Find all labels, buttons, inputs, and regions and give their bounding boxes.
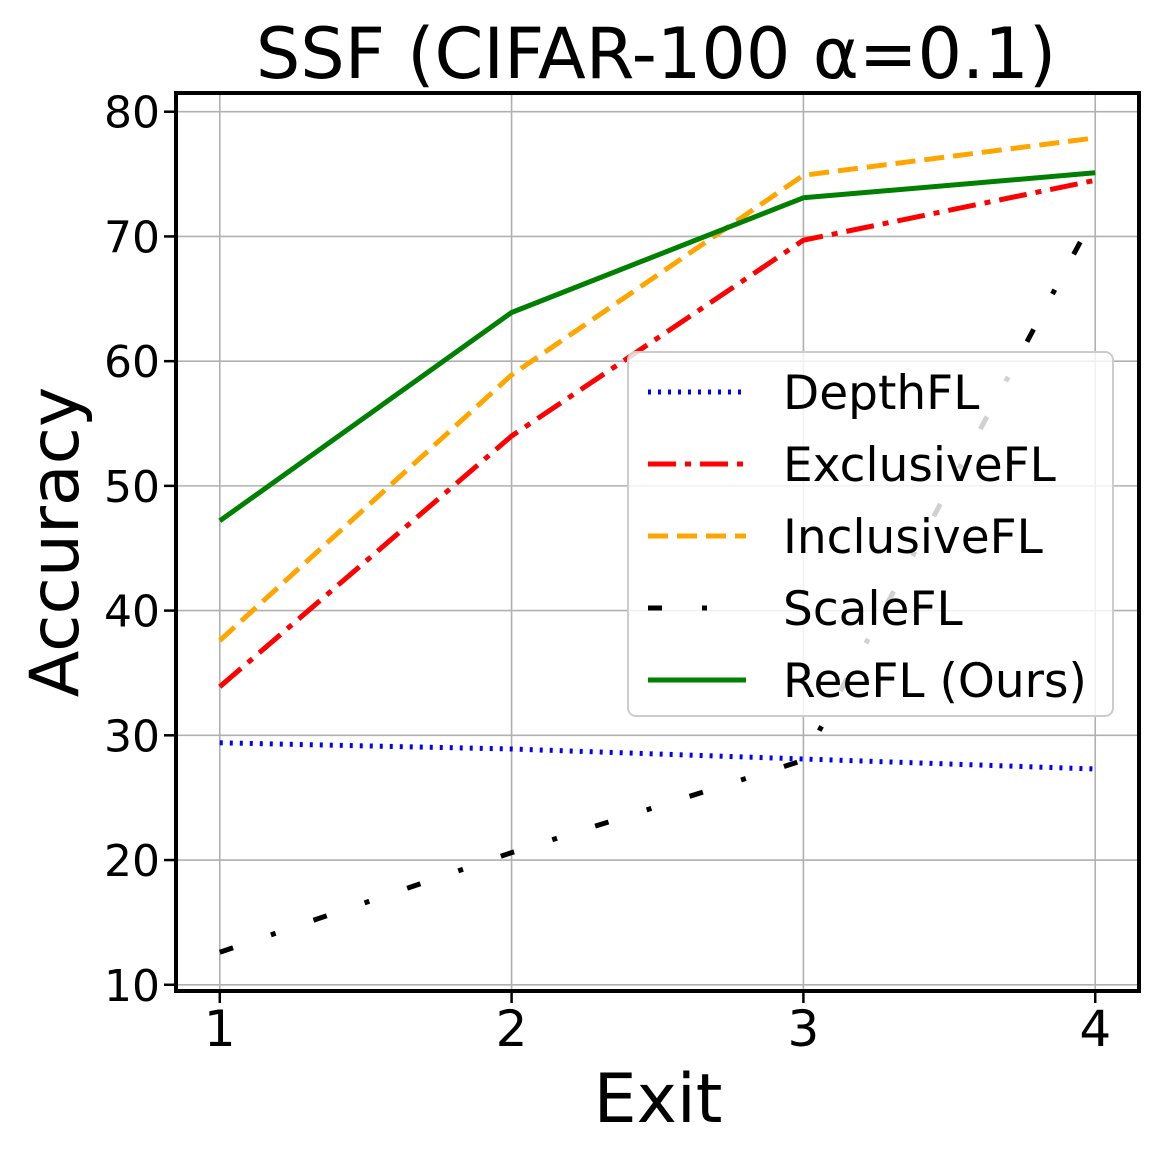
legend-label-reefl-ours: ReeFL (Ours)	[783, 654, 1087, 709]
legend-label-depthfl: DepthFL	[783, 366, 979, 421]
legend-label-scalefl: ScaleFL	[783, 582, 963, 637]
x-tick-label: 4	[1079, 1000, 1111, 1058]
y-tick-label: 20	[104, 836, 160, 887]
y-tick-label: 60	[104, 337, 160, 388]
y-tick-label: 70	[104, 212, 160, 263]
x-tick-label: 3	[788, 1000, 820, 1058]
axis-ticks: 1 2 3 4 10 20 30 40 50 60 70 80	[104, 88, 1111, 1058]
y-tick-label: 10	[104, 961, 160, 1012]
series-line-exclusivefl	[218, 177, 1096, 689]
x-axis-label: Exit	[594, 1060, 723, 1139]
series-lines	[218, 135, 1098, 955]
legend-box	[627, 351, 1114, 717]
series-line-reefl-ours	[218, 170, 1096, 523]
y-tick-label: 40	[104, 587, 160, 638]
chart-title: SSF (CIFAR-100 α=0.1)	[256, 13, 1056, 95]
x-tick-label: 2	[496, 1000, 528, 1058]
series-line-scalefl	[218, 212, 1098, 955]
legend-label-inclusivefl: InclusiveFL	[783, 510, 1043, 565]
y-axis-label: Accuracy	[16, 387, 95, 697]
y-tick-label: 30	[104, 711, 160, 762]
y-tick-label: 80	[104, 88, 160, 139]
legend-label-exclusivefl: ExclusiveFL	[783, 438, 1056, 493]
legend: DepthFL ExclusiveFL InclusiveFL ScaleFL ReeF…	[627, 351, 1114, 717]
x-tick-label: 1	[204, 1000, 236, 1058]
plot-frame	[174, 91, 1141, 993]
y-tick-label: 50	[104, 462, 160, 513]
